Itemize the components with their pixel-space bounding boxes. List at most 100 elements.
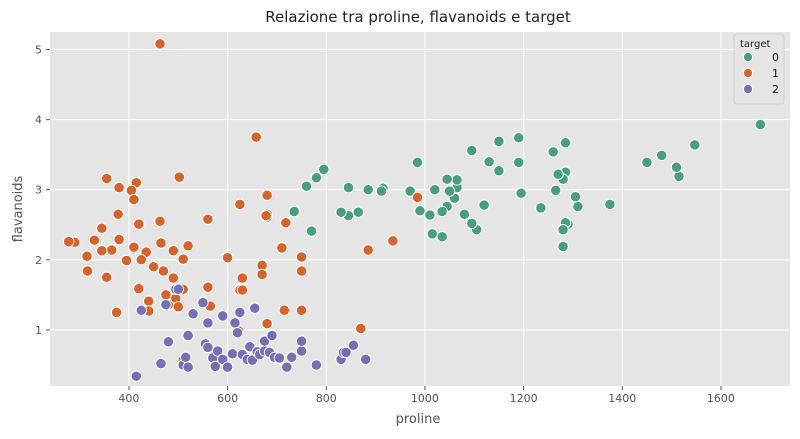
data-point-target-0 (342, 181, 355, 194)
data-point-target-0 (443, 185, 456, 197)
data-point-target-0 (414, 205, 426, 217)
data-point-target-0 (552, 168, 564, 180)
data-point-target-2 (130, 370, 142, 382)
data-point-target-2 (202, 341, 214, 354)
data-point-target-0 (310, 172, 323, 184)
data-point-target-1 (276, 242, 288, 254)
data-point-target-1 (172, 301, 184, 313)
data-point-target-0 (441, 173, 453, 185)
y-tick-label: 1 (35, 324, 42, 337)
data-point-target-1 (221, 252, 234, 264)
data-point-target-0 (572, 200, 584, 213)
data-point-target-1 (411, 191, 424, 204)
data-point-target-2 (347, 339, 360, 351)
data-point-target-1 (128, 193, 140, 206)
data-point-target-2 (221, 361, 234, 373)
data-point-target-2 (360, 353, 372, 366)
data-point-target-1 (362, 244, 374, 256)
data-point-target-1 (113, 233, 125, 246)
data-point-target-1 (143, 295, 155, 307)
y-tick-label: 2 (35, 254, 42, 267)
data-point-target-2 (310, 359, 323, 371)
x-tick-label: 1600 (707, 392, 735, 405)
data-point-target-0 (426, 228, 438, 240)
data-point-target-0 (451, 174, 463, 186)
data-point-target-0 (436, 205, 448, 218)
x-tick-label: 400 (118, 392, 139, 405)
data-point-target-1 (173, 171, 185, 183)
data-point-target-0 (375, 185, 388, 197)
data-point-target-1 (96, 245, 108, 257)
data-point-target-0 (288, 205, 300, 218)
y-tick-label: 4 (35, 114, 42, 127)
data-point-target-2 (172, 283, 184, 295)
data-point-target-0 (515, 187, 527, 199)
data-point-target-2 (135, 304, 147, 316)
data-point-target-0 (483, 156, 495, 168)
data-point-target-1 (101, 271, 113, 283)
data-point-target-1 (147, 261, 160, 273)
data-point-target-2 (226, 348, 239, 360)
data-point-target-0 (411, 156, 424, 169)
y-axis-label: flavanoids (11, 175, 26, 242)
data-point-target-2 (209, 360, 221, 373)
data-point-target-0 (424, 209, 436, 221)
data-point-target-1 (355, 322, 367, 335)
data-point-target-1 (88, 234, 101, 246)
data-point-target-2 (258, 335, 271, 347)
data-point-target-2 (217, 310, 229, 322)
chart-title: Relazione tra proline, flavanoids e targ… (265, 8, 571, 26)
data-point-target-1 (81, 265, 94, 277)
data-point-target-0 (335, 206, 347, 218)
x-tick-label: 1200 (510, 392, 538, 405)
data-point-target-0 (352, 206, 364, 218)
data-point-target-0 (754, 118, 767, 131)
data-point-target-2 (202, 317, 214, 329)
data-point-target-0 (670, 161, 683, 173)
data-point-target-1 (260, 210, 272, 222)
data-point-target-1 (202, 213, 214, 225)
data-point-target-2 (266, 329, 278, 342)
data-point-target-2 (197, 296, 209, 309)
data-point-target-1 (387, 235, 399, 247)
data-point-target-1 (128, 241, 140, 253)
data-point-target-2 (234, 306, 246, 319)
data-point-target-1 (167, 272, 179, 284)
data-point-target-1 (177, 253, 189, 265)
data-point-target-1 (236, 272, 249, 284)
data-point-target-0 (557, 240, 569, 253)
data-point-target-1 (135, 254, 147, 266)
data-point-target-0 (604, 198, 616, 211)
data-point-target-2 (229, 317, 241, 329)
data-point-target-0 (362, 184, 374, 196)
legend-label-0: 0 (772, 51, 779, 64)
data-point-target-0 (559, 137, 572, 149)
x-tick-label: 800 (316, 392, 337, 405)
data-point-target-2 (182, 361, 194, 373)
data-point-target-2 (212, 345, 224, 357)
y-tick-label: 3 (35, 184, 42, 197)
data-point-target-2 (162, 336, 175, 348)
data-point-target-1 (81, 250, 93, 262)
x-tick-label: 1400 (608, 392, 636, 405)
legend-marker-1 (743, 68, 753, 78)
data-point-target-0 (689, 139, 701, 151)
data-point-target-1 (106, 244, 118, 256)
data-point-target-1 (182, 240, 194, 252)
data-point-target-0 (458, 208, 471, 220)
data-point-target-2 (295, 345, 308, 357)
data-point-target-1 (160, 289, 172, 301)
y-tick-label: 5 (35, 44, 42, 57)
data-point-target-1 (278, 304, 290, 316)
data-point-target-2 (155, 357, 167, 370)
data-point-target-0 (513, 132, 525, 144)
data-point-target-1 (113, 181, 125, 194)
data-point-target-1 (157, 265, 170, 277)
data-point-target-1 (120, 254, 133, 267)
legend: target 0 1 2 (733, 33, 785, 105)
data-point-target-1 (167, 245, 179, 257)
data-point-target-0 (493, 135, 505, 148)
data-point-target-1 (133, 282, 145, 295)
data-point-target-0 (300, 180, 313, 192)
